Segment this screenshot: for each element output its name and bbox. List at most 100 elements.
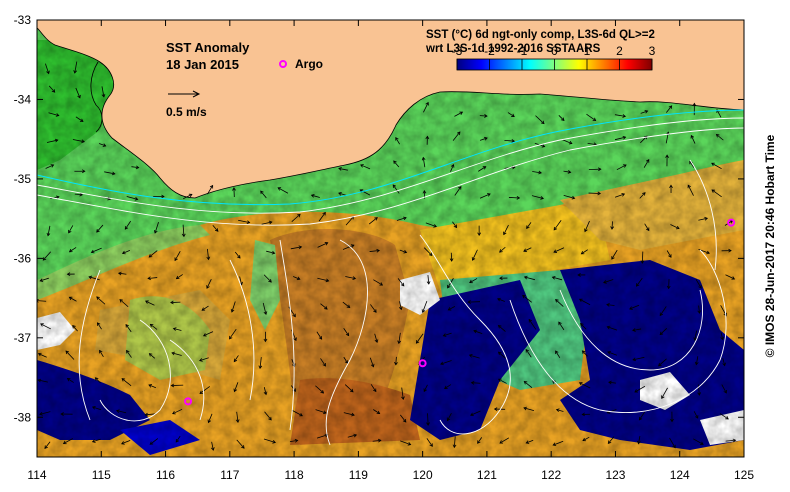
current-vector: [719, 413, 729, 420]
current-vector: [523, 275, 535, 281]
current-vector: [535, 115, 545, 125]
current-vector: [62, 438, 74, 445]
current-vector: [446, 412, 452, 422]
current-vector: [88, 275, 100, 281]
current-vector: [449, 252, 454, 262]
current-vector: [508, 195, 521, 200]
current-vector: [175, 274, 183, 280]
current-vector: [206, 248, 211, 261]
current-vector: [614, 114, 627, 118]
current-vector: [90, 247, 102, 254]
current-vector: [291, 409, 303, 417]
current-vector: [45, 63, 50, 75]
colorbar-tick-label: 3: [649, 44, 656, 58]
current-vector: [636, 277, 643, 287]
current-vector: [148, 384, 157, 389]
current-vector: [338, 192, 347, 196]
current-vector: [369, 357, 375, 368]
current-vector: [74, 169, 86, 174]
current-vector: [525, 348, 532, 358]
current-vector: [201, 305, 209, 311]
current-vector: [670, 224, 680, 230]
current-vector: [450, 163, 455, 172]
current-vector: [638, 411, 646, 421]
current-vector: [318, 211, 326, 222]
current-vector: [479, 114, 488, 118]
current-vector: [212, 224, 219, 232]
current-vector: [392, 184, 400, 194]
current-vector: [48, 85, 56, 93]
current-vector: [666, 250, 672, 258]
current-vector: [659, 328, 668, 336]
current-vector: [603, 279, 614, 284]
current-vector: [235, 411, 240, 423]
current-vector: [525, 439, 534, 444]
current-vector: [711, 162, 722, 170]
current-vector: [531, 195, 544, 200]
current-vector: [522, 294, 532, 303]
current-vector: [263, 438, 277, 444]
current-vector: [46, 225, 51, 237]
current-vector: [584, 220, 590, 233]
x-tick-label: 115: [92, 468, 111, 482]
current-vector: [264, 411, 272, 421]
current-vector: [687, 184, 694, 196]
current-vector: [147, 276, 158, 281]
current-vector: [669, 184, 673, 194]
current-vector: [666, 279, 671, 290]
current-vector: [447, 306, 456, 311]
current-vector: [721, 248, 732, 253]
current-vector: [425, 222, 438, 228]
current-vector: [423, 384, 428, 393]
current-vector: [374, 333, 379, 343]
current-vector: [725, 438, 737, 443]
current-vector: [578, 382, 591, 389]
current-vector: [471, 249, 478, 261]
current-vector: [670, 411, 674, 423]
current-vectors: [37, 61, 737, 451]
x-tick-label: 116: [156, 468, 175, 482]
colorbar-tick-label: 1: [584, 44, 591, 58]
current-vector: [477, 437, 483, 444]
current-vector: [320, 303, 328, 310]
current-vector: [266, 250, 276, 255]
current-vector: [426, 413, 430, 426]
current-vector: [639, 192, 646, 199]
current-vector: [693, 330, 698, 341]
current-vector: [552, 440, 564, 447]
current-vector: [202, 331, 214, 337]
x-tick-label: 123: [605, 468, 625, 482]
current-vector: [614, 193, 626, 198]
current-vector: [230, 301, 236, 313]
current-vector: [399, 249, 408, 254]
current-vector: [345, 276, 357, 280]
current-vector: [175, 435, 181, 443]
current-vector: [149, 438, 159, 445]
current-vector: [229, 328, 237, 340]
current-vector: [121, 439, 131, 445]
x-tick-label: 119: [349, 468, 368, 482]
current-vector: [360, 164, 371, 170]
current-vector: [563, 170, 572, 174]
colorbar: -3 -2 -1 0 1 2 3: [452, 44, 656, 71]
current-vector: [66, 272, 75, 277]
shelf-break-contour: [36, 109, 745, 206]
current-vector: [342, 301, 351, 309]
current-vector: [232, 187, 236, 198]
colorbar-tick-label: -2: [484, 44, 495, 58]
colorbar-tick-label: -1: [517, 44, 528, 58]
current-vector: [694, 356, 699, 366]
current-vector: [174, 251, 181, 262]
current-vector: [96, 296, 106, 305]
current-vector: [238, 219, 251, 225]
current-vector: [373, 409, 381, 415]
current-vector: [233, 355, 239, 363]
current-vector: [344, 384, 354, 393]
current-vector: [258, 357, 263, 370]
current-vector: [372, 438, 382, 443]
current-vector: [369, 248, 380, 253]
current-vector: [94, 377, 101, 384]
current-vector: [290, 245, 303, 250]
current-vector: [523, 406, 535, 412]
